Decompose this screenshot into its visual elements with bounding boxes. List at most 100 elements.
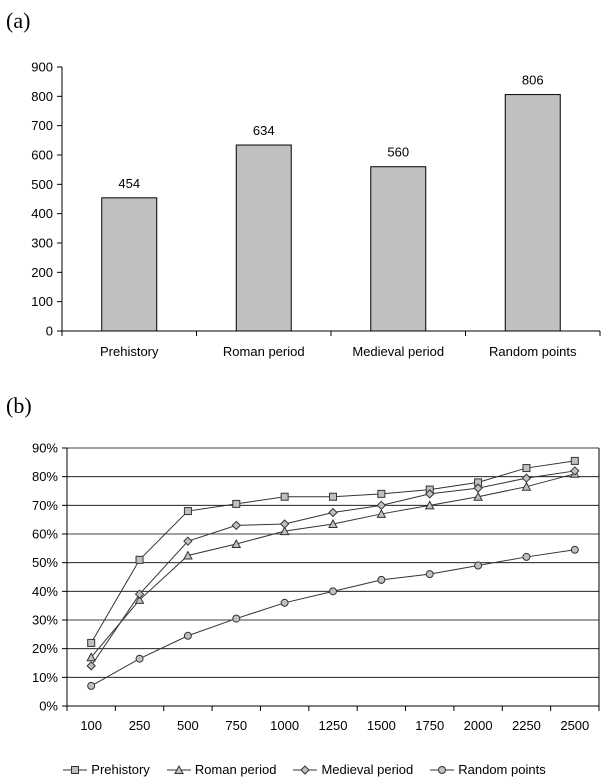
bar-data-label: 454 — [118, 176, 140, 191]
data-point — [279, 519, 290, 529]
y-tick-label: 400 — [31, 206, 53, 221]
legend-swatch — [293, 764, 318, 775]
x-tick-label: 750 — [225, 718, 247, 733]
y-tick-label: 300 — [31, 236, 53, 251]
data-point — [329, 587, 337, 596]
data-point — [521, 481, 532, 491]
bar-data-label: 806 — [522, 73, 544, 88]
data-point — [135, 654, 144, 663]
data-point — [328, 518, 338, 528]
x-tick-label: 1750 — [415, 718, 444, 733]
y-tick-label: 700 — [31, 118, 53, 133]
data-point — [280, 598, 289, 607]
data-point — [232, 499, 241, 508]
data-point — [280, 492, 289, 501]
legend-item: Random points — [429, 762, 546, 777]
bar — [370, 166, 427, 332]
x-tick-label: 100 — [80, 718, 102, 733]
legend-swatch — [166, 764, 191, 774]
data-point — [134, 589, 145, 599]
data-point — [87, 638, 96, 647]
y-tick-label: 0% — [39, 699, 58, 714]
legend-item: Medieval period — [292, 762, 413, 777]
data-point — [425, 489, 435, 499]
x-tick-label: Roman period — [223, 344, 305, 359]
y-tick-label: 500 — [31, 177, 53, 192]
data-point — [521, 473, 532, 483]
y-tick-label: 100 — [31, 294, 53, 309]
y-tick-label: 50% — [32, 555, 58, 570]
data-point — [377, 575, 386, 584]
x-tick-label: 2500 — [560, 718, 589, 733]
data-point — [135, 555, 144, 564]
data-point — [86, 652, 97, 662]
legend-label: Random points — [458, 762, 546, 777]
y-tick-label: 70% — [32, 498, 58, 513]
data-point — [231, 538, 242, 549]
data-point — [87, 681, 96, 690]
y-tick-label: 10% — [32, 670, 58, 685]
data-point — [279, 526, 290, 536]
data-point — [522, 464, 531, 473]
data-point — [473, 483, 483, 493]
legend-marker — [438, 765, 447, 774]
bar-data-label: 634 — [253, 123, 275, 138]
data-point — [473, 491, 483, 501]
panel-label-b: (b) — [6, 393, 32, 418]
legend-label: Roman period — [194, 762, 277, 777]
x-tick-label: 1500 — [367, 718, 396, 733]
legend-label: Medieval period — [321, 762, 414, 777]
data-point — [376, 508, 387, 518]
bar — [504, 94, 561, 332]
x-tick-label: 2000 — [464, 718, 493, 733]
y-tick-label: 20% — [32, 641, 58, 656]
data-point — [232, 614, 241, 623]
x-tick-label: 1000 — [270, 718, 299, 733]
legend-swatch — [63, 765, 88, 774]
data-point — [134, 594, 145, 604]
y-tick-label: 90% — [32, 441, 58, 456]
legend-item: Roman period — [166, 762, 277, 777]
data-point — [86, 661, 96, 671]
data-point — [377, 489, 386, 498]
x-tick-label: Prehistory — [100, 344, 159, 359]
legend-label: Prehistory — [91, 762, 150, 777]
data-point — [570, 456, 579, 465]
legend: Prehistory Roman period Medieval period Ran… — [0, 762, 608, 777]
bar-chart: 0 100 200 300 400 500 600 700 800 900 454 Prehistor… — [31, 60, 601, 359]
data-point — [328, 507, 338, 518]
x-tick-label: Random points — [489, 344, 577, 359]
legend-marker — [173, 764, 184, 774]
data-point — [183, 507, 192, 516]
data-point — [474, 561, 483, 570]
bar-data-label: 560 — [387, 145, 409, 160]
y-tick-label: 0 — [46, 324, 53, 339]
data-point — [425, 570, 434, 579]
y-tick-label: 200 — [31, 265, 53, 280]
bar — [235, 144, 292, 332]
data-point — [522, 552, 531, 561]
x-tick-label: 250 — [129, 718, 151, 733]
x-tick-label: 2250 — [512, 718, 541, 733]
x-tick-label: 500 — [177, 718, 199, 733]
legend-swatch — [430, 765, 455, 774]
y-tick-label: 900 — [31, 60, 53, 75]
legend-item: Prehistory — [62, 762, 150, 777]
y-tick-label: 80% — [32, 469, 58, 484]
data-point — [424, 500, 435, 510]
data-point — [376, 500, 387, 511]
y-tick-label: 600 — [31, 148, 53, 163]
data-point — [329, 492, 337, 501]
data-point — [570, 545, 579, 554]
x-tick-label: 1250 — [319, 718, 348, 733]
panel-label-a: (a) — [6, 8, 31, 33]
legend-marker — [71, 765, 80, 774]
y-tick-label: 60% — [32, 527, 58, 542]
data-point — [183, 536, 193, 546]
y-tick-label: 30% — [32, 613, 58, 628]
data-point — [231, 520, 241, 531]
series-line — [90, 460, 575, 644]
data-point — [183, 631, 192, 640]
y-tick-label: 40% — [32, 584, 58, 599]
